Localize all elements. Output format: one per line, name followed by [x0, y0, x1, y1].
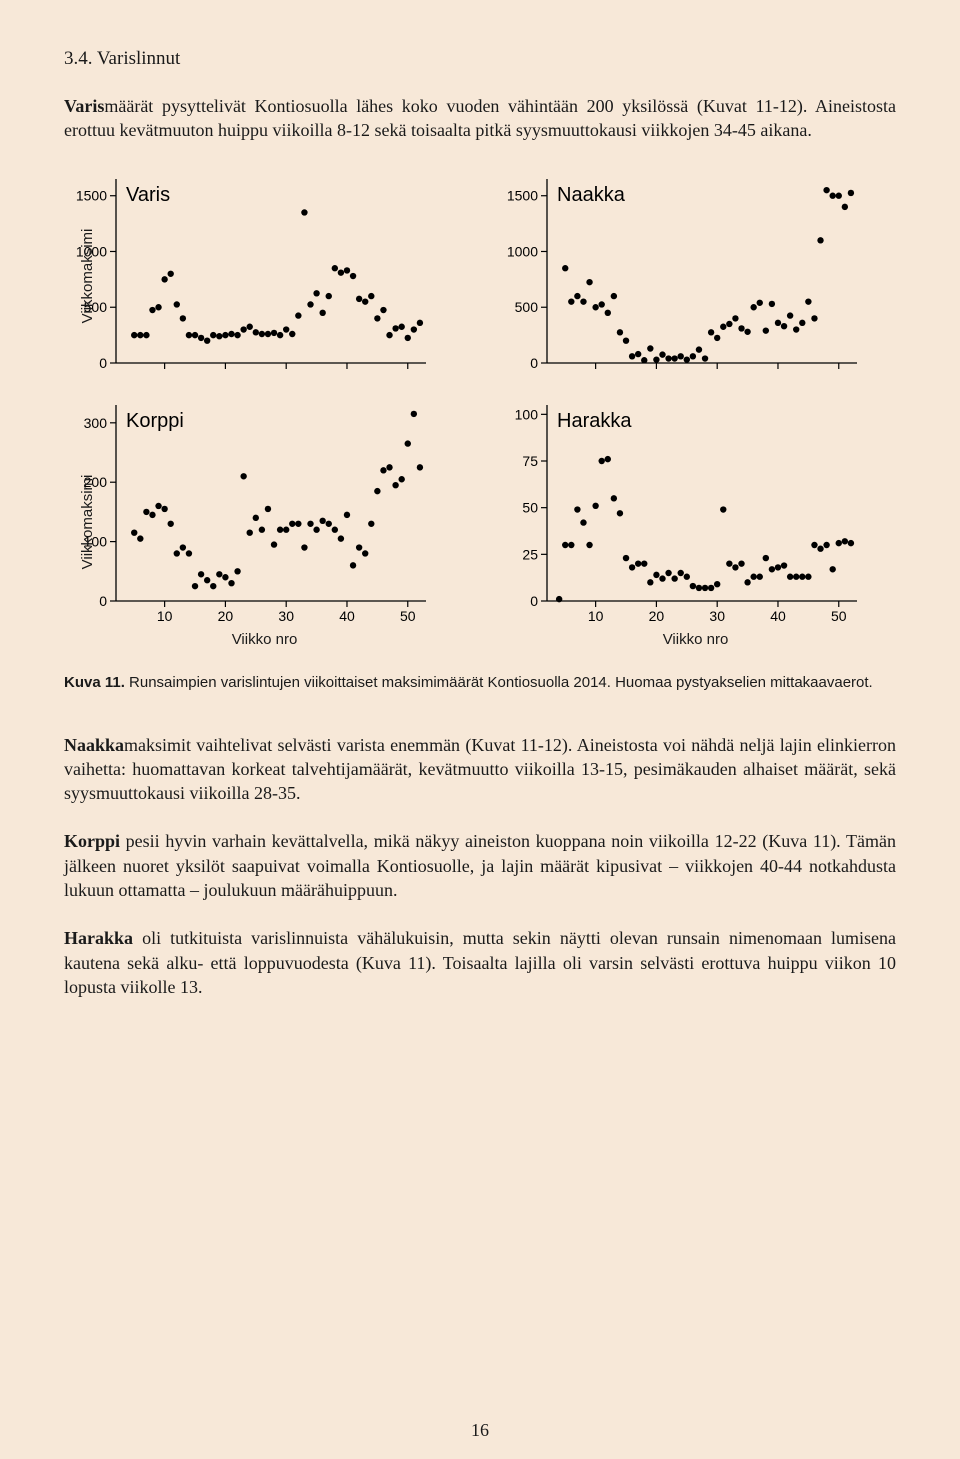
section-word-1: Var	[97, 48, 123, 69]
svg-text:0: 0	[530, 593, 538, 609]
word-harakka: Harakka	[64, 928, 133, 948]
caption-bold: Kuva 11.	[64, 674, 125, 691]
svg-text:20: 20	[218, 608, 234, 624]
word-naakka: Naakka	[64, 735, 124, 755]
caption-rest: Runsaimpien varislintujen viikoittaiset …	[125, 674, 873, 691]
svg-text:Korppi: Korppi	[126, 410, 184, 432]
paragraph-4: Harakka oli tutkituista varislinnuista v…	[64, 926, 896, 999]
chart-harakka: 0 25 50 75 100 10 20 30 40 50 Harakka	[495, 397, 865, 627]
y-axis-label-korppi: Viikkomaksimi	[79, 475, 96, 570]
chart-varis: 050010001500Varis	[64, 171, 434, 381]
svg-text:0: 0	[99, 355, 107, 371]
paragraph-3: Korppi pesii hyvin varhain kevättalvella…	[64, 829, 896, 902]
y-axis-label-varis: Viikkomaksimi	[79, 228, 96, 323]
svg-text:40: 40	[339, 608, 355, 624]
svg-text:40: 40	[770, 608, 786, 624]
svg-text:Naakka: Naakka	[557, 184, 626, 206]
paragraph-2: Naakkamaksimit vaihtelivat selvästi vari…	[64, 733, 896, 806]
para3-rest: pesii hyvin varhain kevättalvella, mikä …	[64, 831, 896, 900]
svg-text:300: 300	[84, 414, 108, 430]
para2-rest: maksimit vaihtelivat selvästi varista en…	[64, 735, 896, 804]
svg-text:75: 75	[522, 453, 538, 469]
svg-text:10: 10	[157, 608, 173, 624]
svg-text:1500: 1500	[507, 187, 538, 203]
svg-text:1500: 1500	[76, 187, 107, 203]
figure-caption: Kuva 11. Runsaimpien varislintujen viiko…	[64, 672, 896, 693]
svg-text:30: 30	[278, 608, 294, 624]
svg-text:1000: 1000	[507, 243, 538, 259]
panel-naakka: 0 500 1000 1500 Naakka	[495, 171, 896, 381]
svg-text:30: 30	[709, 608, 725, 624]
para1-rest: määrät pysyttelivät Kontiosuolla lähes k…	[64, 96, 896, 140]
word-korppi: Korppi	[64, 831, 120, 851]
page-number: 16	[0, 1420, 960, 1441]
x-axis-label-left: Viikko nro	[64, 631, 465, 648]
svg-text:500: 500	[515, 299, 539, 315]
figure-11: Viikkomaksimi 050010001500Varis 05001000…	[64, 171, 896, 648]
chart-naakka: 0 500 1000 1500 Naakka	[495, 171, 865, 381]
svg-text:Harakka: Harakka	[557, 410, 632, 432]
svg-text:10: 10	[588, 608, 604, 624]
svg-text:100: 100	[515, 406, 539, 422]
section-word-rest: islinnut	[123, 48, 180, 69]
x-axis-label-right: Viikko nro	[495, 631, 896, 648]
paragraph-1: Varismäärät pysyttelivät Kontiosuolla lä…	[64, 94, 896, 143]
svg-text:Varis: Varis	[126, 184, 170, 206]
svg-text:0: 0	[530, 355, 538, 371]
chart-korppi: 01002003001020304050Korppi	[64, 397, 434, 627]
svg-text:0: 0	[99, 593, 107, 609]
panel-korppi: Viikkomaksimi 01002003001020304050Korppi…	[64, 397, 465, 648]
word-varis: Varis	[64, 96, 104, 116]
svg-text:50: 50	[522, 499, 538, 515]
para4-rest: oli tutkituista varislinnuista vähälukui…	[64, 928, 896, 997]
section-number: 3.4.	[64, 48, 97, 69]
svg-text:20: 20	[649, 608, 665, 624]
svg-text:50: 50	[400, 608, 416, 624]
panel-varis: Viikkomaksimi 050010001500Varis	[64, 171, 465, 381]
svg-text:50: 50	[831, 608, 847, 624]
panel-harakka: 0 25 50 75 100 10 20 30 40 50 Harakka Viikko nro	[495, 397, 896, 648]
section-heading: 3.4. Varislinnut	[64, 48, 896, 70]
svg-text:25: 25	[522, 546, 538, 562]
